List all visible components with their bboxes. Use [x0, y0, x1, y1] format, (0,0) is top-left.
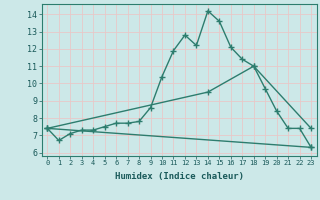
- X-axis label: Humidex (Indice chaleur): Humidex (Indice chaleur): [115, 172, 244, 181]
